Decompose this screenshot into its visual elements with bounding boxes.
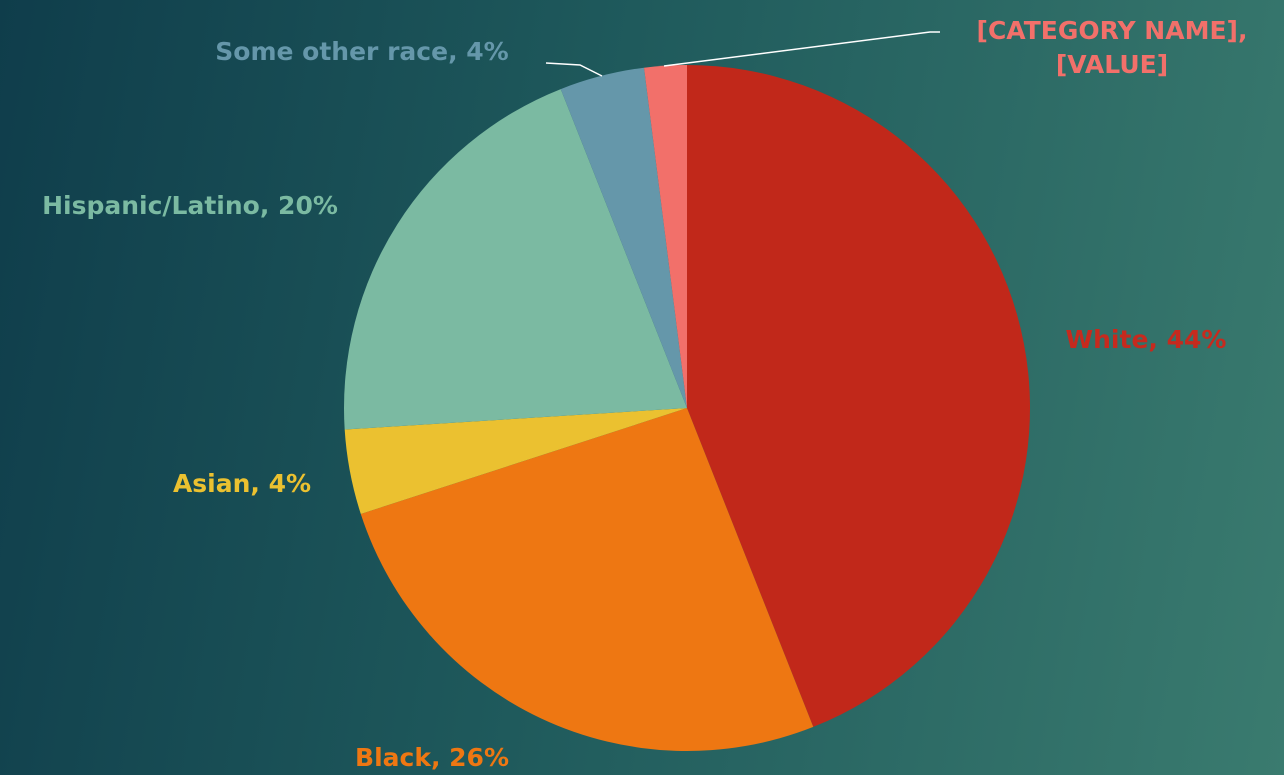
data-label: White, 44% — [1065, 325, 1227, 354]
data-label: Some other race, 4% — [215, 37, 509, 66]
pie-slice — [687, 65, 1030, 727]
leader-line — [663, 31, 940, 67]
pie-slice — [344, 408, 687, 514]
data-label: Black, 26% — [355, 743, 509, 772]
data-label: Asian, 4% — [172, 469, 312, 498]
leader-line — [545, 62, 603, 77]
pie-slice — [343, 89, 687, 430]
pie-slice — [644, 65, 687, 408]
data-label: Hispanic/Latino, 20% — [42, 191, 338, 220]
pie-slice — [560, 67, 687, 409]
pie-slice — [360, 408, 814, 751]
data-label: [CATEGORY NAME], [VALUE] — [976, 16, 1248, 79]
